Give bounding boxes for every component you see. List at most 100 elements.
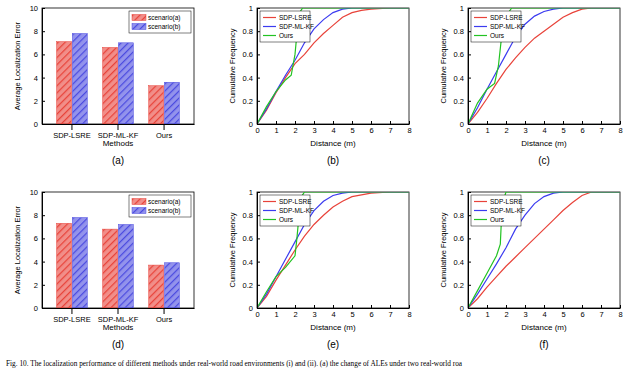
tick: 3 [312, 121, 316, 135]
tick-mark [257, 262, 260, 263]
tick-mark [468, 308, 471, 309]
tick-label: 8 [618, 126, 622, 135]
tick-label: 0.6 [454, 234, 464, 243]
tick-mark [352, 121, 353, 124]
line [468, 192, 620, 308]
tick: 8 [34, 27, 45, 36]
tick: 2 [504, 121, 508, 135]
tick-label: 7 [388, 126, 392, 135]
tick-mark [257, 215, 260, 216]
panel: 01234567800.20.40.60.81Distance (m)Cumul… [228, 4, 412, 166]
tick: 0.4 [243, 258, 260, 267]
tick-label: 0.4 [454, 258, 464, 267]
plot-frame [42, 192, 194, 308]
tick: 0.8 [243, 211, 260, 220]
tick: 4 [34, 74, 45, 83]
tick: 4 [34, 258, 45, 267]
legend-label: Ours [490, 216, 505, 223]
panel-label: (f) [539, 339, 548, 350]
tick-label: 0.8 [243, 211, 253, 220]
tick: 1 [274, 121, 278, 135]
y-axis-title: Cumulative Frequency [439, 28, 448, 103]
tick-label: 4 [34, 258, 38, 267]
tick: 6 [580, 305, 584, 319]
tick-label: 0 [255, 310, 259, 319]
legend-swatch [263, 210, 276, 211]
tick-label: 0.8 [454, 211, 464, 220]
legend-label: SDP-LSRE [490, 14, 523, 21]
tick-label: 4 [542, 310, 546, 319]
marks [57, 34, 180, 124]
tick-mark [544, 121, 545, 124]
legend-label: SDP-ML-KF [279, 207, 314, 214]
x-axis-title: Methods [103, 323, 134, 332]
tick: 0.4 [454, 74, 471, 83]
tick-mark [257, 124, 260, 125]
tick: 10 [30, 188, 45, 197]
tick-mark [42, 31, 45, 32]
legend-label: scenario(b) [148, 207, 181, 215]
tick-mark [487, 305, 488, 308]
tick: 5 [350, 121, 354, 135]
tick: 8 [618, 305, 622, 319]
tick-mark [42, 101, 45, 102]
legend: scenario(a)scenario(b) [129, 11, 191, 33]
axis-line [42, 193, 43, 309]
tick: 0 [249, 120, 260, 129]
tick-label: 0.6 [243, 50, 253, 59]
tick-label: 4 [331, 310, 335, 319]
tick-label: 0.4 [243, 258, 253, 267]
tick-mark [257, 31, 260, 32]
tick-mark [314, 305, 315, 308]
tick-label: 1 [485, 126, 489, 135]
tick-label: 3 [523, 126, 527, 135]
tick-label: 0 [249, 120, 253, 129]
panel-label: (e) [327, 339, 339, 350]
tick-label: 1 [274, 310, 278, 319]
tick: 2 [504, 305, 508, 319]
tick-mark [71, 308, 72, 314]
bar [164, 82, 179, 124]
legend-swatch [263, 17, 276, 18]
marks [57, 218, 180, 308]
tick-mark [42, 78, 45, 79]
legend-swatch [263, 201, 276, 202]
tick-mark [257, 54, 260, 55]
tick: 0.6 [243, 50, 260, 59]
legend-swatch [263, 219, 276, 220]
panel: 01234567800.20.40.60.81Distance (m)Cumul… [439, 4, 623, 166]
tick-mark [620, 305, 621, 308]
tick-mark [42, 8, 45, 9]
tick: 6 [369, 305, 373, 319]
tick-label: 7 [599, 126, 603, 135]
legend-label: scenario(a) [148, 198, 181, 206]
tick: 7 [599, 121, 603, 135]
bar [149, 86, 164, 124]
tick-label: 4 [331, 126, 335, 135]
tick-label: SDP-LSRE [53, 315, 91, 324]
tick-mark [468, 54, 471, 55]
tick: 8 [407, 121, 411, 135]
tick: 4 [331, 121, 335, 135]
legend-label: SDP-ML-KF [490, 207, 525, 214]
legend: SDP-LSRESDP-ML-KFOurs [471, 11, 525, 42]
tick: 5 [350, 305, 354, 319]
tick-mark [42, 54, 45, 55]
tick-label: 6 [369, 126, 373, 135]
plot-frame [257, 192, 409, 308]
tick-mark [42, 238, 45, 239]
tick: 1 [249, 4, 260, 13]
tick: 1 [249, 188, 260, 197]
bar [57, 223, 72, 308]
tick-mark [71, 124, 72, 130]
bar [103, 47, 118, 124]
tick: 4 [542, 121, 546, 135]
tick-label: 0.8 [243, 27, 253, 36]
tick: 6 [580, 121, 584, 135]
line [468, 192, 620, 308]
tick-mark [468, 238, 471, 239]
tick-label: 0.4 [454, 74, 464, 83]
line [468, 8, 620, 124]
legend-box [129, 195, 191, 217]
tick: 0.2 [243, 281, 260, 290]
